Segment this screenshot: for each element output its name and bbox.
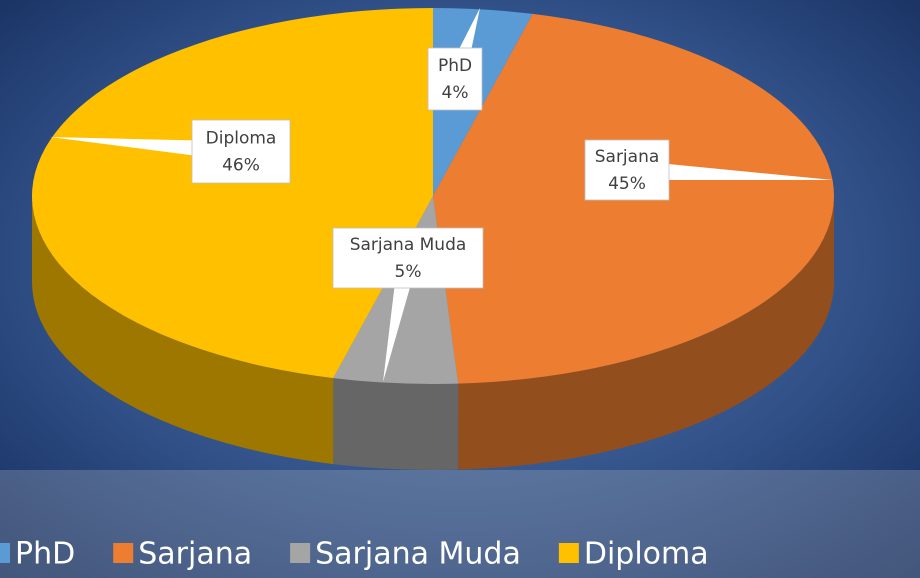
- legend-swatch: [113, 543, 133, 563]
- legend-label: Diploma: [584, 537, 709, 572]
- label-value: 4%: [442, 83, 469, 103]
- legend-label: Sarjana Muda: [315, 537, 521, 572]
- label-value: 5%: [395, 262, 422, 282]
- label-category: Diploma: [206, 129, 277, 149]
- label-value: 46%: [222, 156, 260, 176]
- chart: PhD4%Sarjana45%Sarjana Muda5%Diploma46% …: [0, 0, 920, 578]
- label-value: 45%: [608, 174, 646, 194]
- label-category: PhD: [438, 56, 472, 76]
- legend-swatch: [290, 543, 310, 563]
- legend-swatch: [559, 543, 579, 563]
- legend-label: PhD: [15, 537, 75, 572]
- label-category: Sarjana: [595, 147, 660, 167]
- slice-side: [333, 378, 458, 470]
- legend-label: Sarjana: [138, 537, 252, 572]
- label-category: Sarjana Muda: [350, 235, 467, 255]
- legend-swatch: [0, 543, 10, 563]
